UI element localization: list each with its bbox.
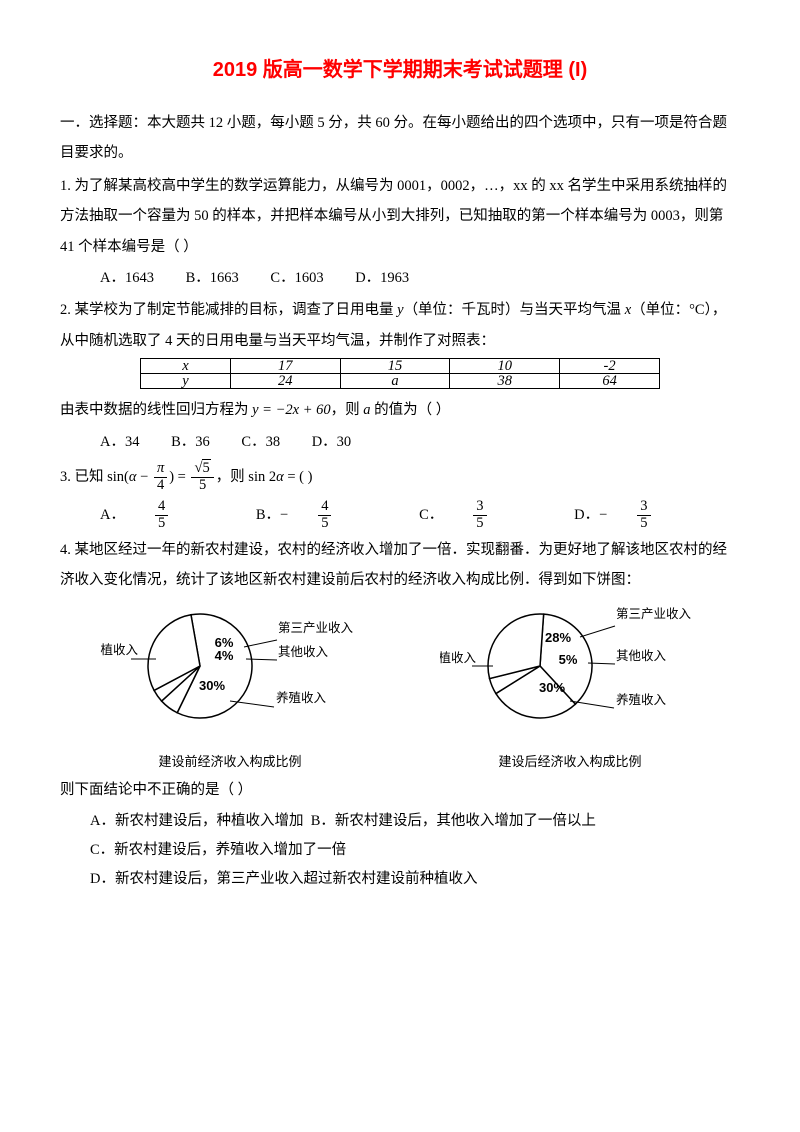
q3-c-n: 3 — [473, 499, 486, 516]
cell: a — [340, 374, 450, 389]
q3-a-n: 4 — [155, 499, 168, 516]
q3-d-l: D．− — [574, 507, 607, 523]
q3-options: A．45 B．−45 C．35 D．−35 — [60, 498, 740, 533]
svg-text:30%: 30% — [199, 678, 225, 693]
q3-b-n: 4 — [318, 499, 331, 516]
q2-text-b: （单位：千瓦时）与当天平均气温 — [404, 302, 625, 318]
q4-opt-d: D．新农村建设后，第三产业收入超过新农村建设前种植收入 — [90, 865, 740, 894]
q3-b-d: 5 — [318, 516, 331, 532]
q2-opt-c: C．38 — [241, 434, 280, 450]
cell: 15 — [340, 359, 450, 374]
q3-a-l: A． — [100, 507, 125, 523]
q3-frac-sqrt5-5: 55 — [191, 461, 213, 494]
q3-text: 3. 已知 sin(α − π4) = 55，则 sin 2α = ( ) — [60, 459, 740, 497]
q3-frac-pi-4: π4 — [154, 461, 167, 494]
q2-table: x 17 15 10 -2 y 24 a 38 64 — [140, 358, 660, 389]
q1-options: A．1643 B．1663 C．1603 D．1963 — [60, 264, 740, 293]
q4-text: 4. 某地区经过一年的新农村建设，农村的经济收入增加了一倍．实现翻番．为更好地了… — [60, 535, 740, 596]
q3-d-n: 3 — [637, 499, 650, 516]
q3-sqrt5: 5 — [191, 461, 213, 478]
q4-opt-b: B．新农村建设后，其他收入增加了一倍以上 — [311, 813, 596, 829]
q1-opt-d: D．1963 — [355, 270, 409, 286]
svg-text:4%: 4% — [215, 648, 234, 663]
q4-opt-row-ab: A．新农村建设后，种植收入增加 B．新农村建设后，其他收入增加了一倍以上 — [90, 807, 740, 836]
svg-text:养殖收入: 养殖收入 — [276, 690, 327, 705]
q3-d-d: 5 — [637, 516, 650, 532]
q1-text: 1. 为了解某高校高中学生的数学运算能力，从编号为 0001，0002，…，xx… — [60, 171, 740, 262]
q3-pi: π — [154, 461, 167, 478]
q3-lead: 3. 已知 sin( — [60, 469, 129, 485]
q3-opt-c: C．35 — [419, 507, 542, 523]
table-row: x 17 15 10 -2 — [141, 359, 660, 374]
q2-text-a: 2. 某学校为了制定节能减排的目标，调查了日用电量 — [60, 302, 397, 318]
q3-five: 5 — [191, 478, 213, 494]
q4-options: A．新农村建设后，种植收入增加 B．新农村建设后，其他收入增加了一倍以上 C．新… — [60, 807, 740, 894]
q4-opt-a: A．新农村建设后，种植收入增加 — [90, 813, 303, 829]
q3-opt-a: A．45 — [100, 507, 224, 523]
q2-options: A．34 B．36 C．38 D．30 — [60, 428, 740, 457]
q1-opt-b: B．1663 — [186, 270, 239, 286]
svg-text:第三产业收入: 第三产业收入 — [616, 607, 692, 621]
cell: 64 — [560, 374, 660, 389]
cell: 17 — [230, 359, 340, 374]
q3-tail: ，则 sin 2 — [216, 469, 276, 485]
q2-reg-c: 的值为（ ） — [370, 402, 450, 418]
pie-right-chart: 37%28%5%30%种植收入第三产业收入其他收入养殖收入 — [440, 604, 700, 734]
q2-regression: 由表中数据的线性回归方程为 y = −2x + 60，则 a 的值为（ ） — [60, 395, 740, 425]
svg-text:第三产业收入: 第三产业收入 — [278, 621, 354, 635]
svg-text:其他收入: 其他收入 — [278, 645, 329, 659]
q4-follow: 则下面结论中不正确的是（ ） — [60, 775, 740, 805]
q2-text: 2. 某学校为了制定节能减排的目标，调查了日用电量 y（单位：千瓦时）与当天平均… — [60, 295, 740, 356]
cell: 38 — [450, 374, 560, 389]
page-title: 2019 版高一数学下学期期末考试试题理 (I) — [60, 50, 740, 90]
q3-eq: = ( ) — [284, 469, 313, 485]
cell: y — [141, 374, 231, 389]
q3-minus: − — [137, 469, 152, 485]
pie-left-caption: 建设前经济收入构成比例 — [80, 749, 380, 775]
q2-opt-b: B．36 — [171, 434, 210, 450]
q4-opt-c: C．新农村建设后，养殖收入增加了一倍 — [90, 836, 740, 865]
q2-reg-a: 由表中数据的线性回归方程为 — [60, 402, 252, 418]
q3-alpha: α — [129, 469, 137, 485]
cell: 24 — [230, 374, 340, 389]
q3-four: 4 — [154, 478, 167, 494]
svg-text:养殖收入: 养殖收入 — [616, 692, 667, 707]
q3-alpha2: α — [276, 469, 284, 485]
q3-opt-d: D．−35 — [574, 507, 706, 523]
q3-b-l: B．− — [256, 507, 288, 523]
svg-text:30%: 30% — [539, 680, 565, 695]
pie-left-box: 60%6%4%30%种植收入第三产业收入其他收入养殖收入 建设前经济收入构成比例 — [80, 604, 380, 775]
q1-opt-a: A．1643 — [100, 270, 154, 286]
q3-rad: 5 — [202, 459, 210, 476]
table-row: y 24 a 38 64 — [141, 374, 660, 389]
pie-right-caption: 建设后经济收入构成比例 — [420, 749, 720, 775]
svg-text:种植收入: 种植收入 — [440, 650, 477, 665]
q1-opt-c: C．1603 — [270, 270, 323, 286]
q3-opt-b: B．−45 — [256, 507, 388, 523]
section-intro: 一．选择题：本大题共 12 小题，每小题 5 分，共 60 分。在每小题给出的四… — [60, 108, 740, 169]
svg-text:5%: 5% — [559, 652, 578, 667]
pie-left-chart: 60%6%4%30%种植收入第三产业收入其他收入养殖收入 — [100, 604, 360, 734]
q3-rparen: ) = — [169, 469, 189, 485]
svg-text:28%: 28% — [545, 630, 571, 645]
cell: x — [141, 359, 231, 374]
cell: 10 — [450, 359, 560, 374]
q2-reg-eq: y = −2x + 60 — [252, 402, 330, 418]
q2-reg-b: ，则 — [331, 402, 364, 418]
q2-opt-d: D．30 — [312, 434, 351, 450]
q2-opt-a: A．34 — [100, 434, 139, 450]
svg-text:种植收入: 种植收入 — [100, 642, 139, 657]
pie-row: 60%6%4%30%种植收入第三产业收入其他收入养殖收入 建设前经济收入构成比例… — [60, 604, 740, 775]
q3-a-d: 5 — [155, 516, 168, 532]
cell: -2 — [560, 359, 660, 374]
q3-c-l: C． — [419, 507, 443, 523]
pie-right-box: 37%28%5%30%种植收入第三产业收入其他收入养殖收入 建设后经济收入构成比… — [420, 604, 720, 775]
svg-text:其他收入: 其他收入 — [616, 649, 667, 663]
q3-c-d: 5 — [473, 516, 486, 532]
